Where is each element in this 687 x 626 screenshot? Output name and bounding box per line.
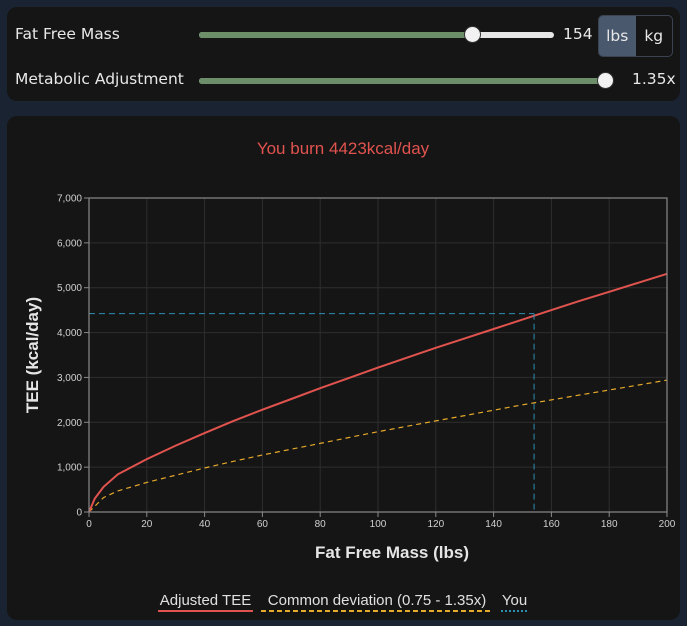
metabolic-adjustment-slider-thumb[interactable] [596, 72, 614, 89]
y-tick-label: 0 [76, 508, 82, 519]
metabolic-adjustment-slider-fill [199, 78, 605, 84]
fat-free-mass-slider[interactable] [199, 26, 554, 43]
unit-kg-button[interactable]: kg [644, 27, 664, 45]
y-tick-label: 4,000 [57, 328, 82, 339]
axes: 0 20 40 60 80 100 120 140 160 180 200 0 1,000 2,000 3,… [57, 194, 676, 531]
metabolic-adjustment-label: Metabolic Adjustment [15, 70, 184, 88]
y-tick-label: 7,000 [57, 194, 82, 205]
y-tick-label: 3,000 [57, 373, 82, 384]
grid [88, 197, 668, 513]
x-tick-label: 0 [86, 519, 92, 530]
chart-panel: You burn 4423kcal/day 0 20 40 60 80 100 120 140… [7, 116, 680, 620]
y-axis-label: TEE (kcal/day) [23, 297, 42, 413]
x-tick-label: 80 [315, 519, 327, 530]
chart-title: You burn 4423kcal/day [257, 139, 430, 158]
y-tick-label: 1,000 [57, 463, 82, 474]
legend-label: Adjusted TEE [160, 592, 251, 609]
x-tick-label: 180 [601, 519, 618, 530]
x-axis-label: Fat Free Mass (lbs) [315, 543, 469, 562]
x-tick-label: 160 [543, 519, 560, 530]
fat-free-mass-slider-thumb[interactable] [463, 26, 481, 43]
legend-label: Common deviation (0.75 - 1.35x) [268, 592, 486, 609]
controls-panel: Fat Free Mass 154 lbs kg Metabolic Adjus… [7, 7, 680, 101]
series [88, 272, 668, 513]
fat-free-mass-label: Fat Free Mass [15, 25, 120, 43]
unit-lbs-button[interactable]: lbs [599, 16, 636, 56]
y-tick-label: 2,000 [57, 418, 82, 429]
x-tick-label: 120 [427, 519, 444, 530]
adjusted-tee-line [88, 272, 668, 513]
y-tick-label: 5,000 [57, 283, 82, 294]
tee-chart: You burn 4423kcal/day 0 20 40 60 80 100 120 140… [23, 139, 676, 612]
x-tick-label: 60 [257, 519, 269, 530]
fat-free-mass-value: 154 [563, 25, 593, 43]
x-tick-label: 20 [141, 519, 153, 530]
metabolic-adjustment-value: 1.35x [632, 70, 676, 88]
y-tick-label: 6,000 [57, 238, 82, 249]
x-tick-label: 100 [370, 519, 387, 530]
x-tick-label: 140 [485, 519, 502, 530]
legend-label: You [502, 592, 527, 609]
common-deviation-line [88, 379, 668, 513]
x-tick-label: 40 [199, 519, 211, 530]
unit-toggle: lbs kg [598, 15, 673, 57]
metabolic-adjustment-slider[interactable] [199, 72, 614, 89]
fat-free-mass-slider-fill [199, 32, 473, 38]
legend: Adjusted TEE Common deviation (0.75 - 1.3… [158, 592, 528, 612]
x-tick-label: 200 [659, 519, 676, 530]
